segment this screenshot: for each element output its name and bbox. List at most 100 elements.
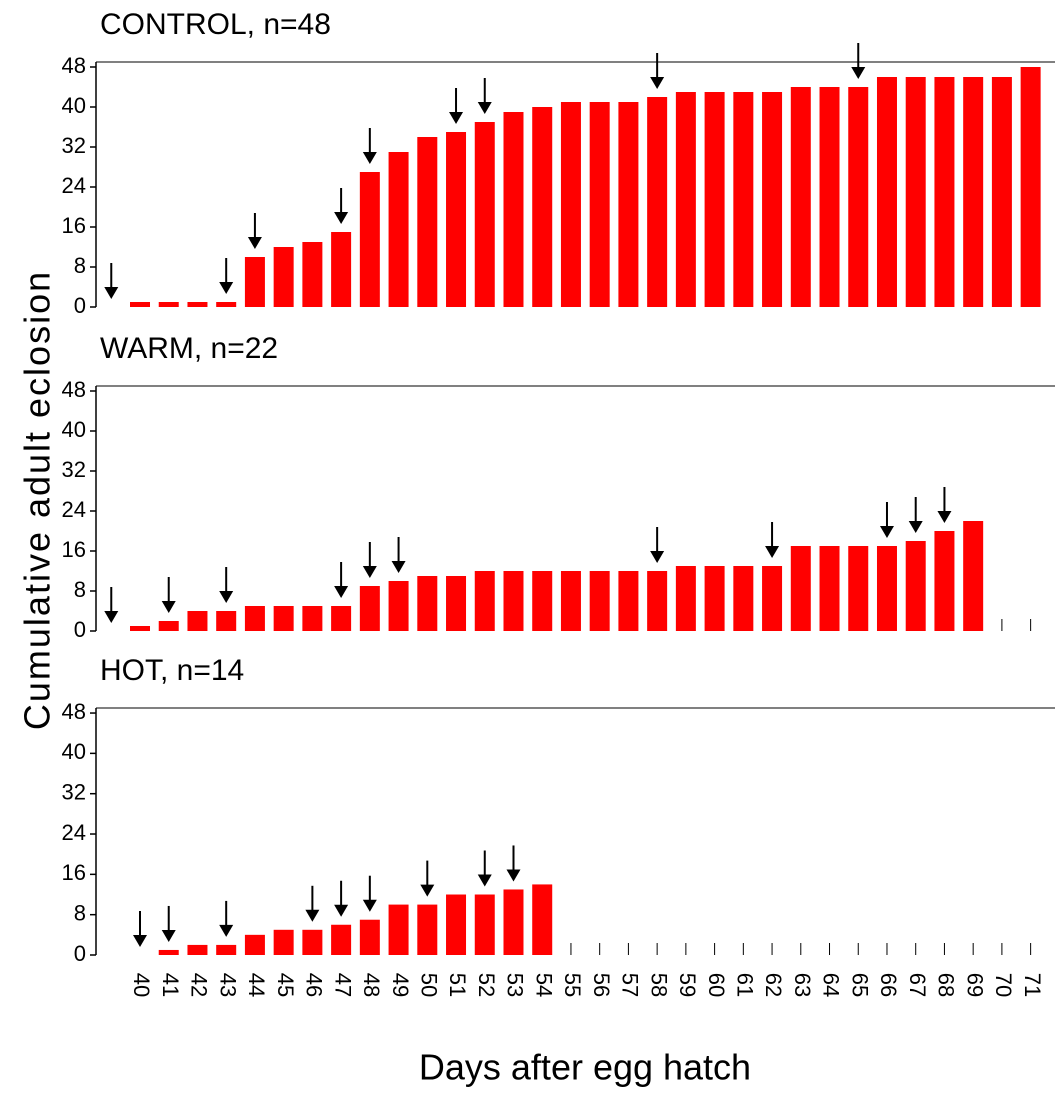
x-tick-label: 50: [416, 973, 441, 997]
bar: [359, 172, 380, 307]
x-tick-label: 69: [962, 973, 987, 997]
bar: [963, 77, 984, 307]
bar: [704, 92, 725, 307]
bar: [503, 571, 524, 631]
bar: [819, 546, 840, 631]
y-tick-label: 0: [74, 941, 86, 966]
arrow: [650, 53, 665, 89]
arrow-head: [362, 152, 377, 164]
x-tick-label: 53: [503, 973, 528, 997]
arrow: [161, 577, 176, 613]
arrow-head: [362, 566, 377, 578]
y-tick-label: 48: [62, 699, 86, 724]
y-tick-label: 8: [74, 253, 86, 278]
bar: [762, 92, 783, 307]
bar: [446, 132, 467, 307]
y-axis-label: Cumulative adult eclosion: [17, 270, 58, 730]
arrow-head: [104, 611, 119, 623]
x-tick-label: 60: [704, 973, 729, 997]
bar: [905, 77, 926, 307]
arrow-head: [650, 551, 665, 563]
y-tick-label: 24: [62, 497, 86, 522]
bar: [876, 77, 897, 307]
x-tick-label: 66: [876, 973, 901, 997]
y-tick-label: 16: [62, 537, 86, 562]
x-tick-label: 61: [733, 973, 758, 997]
x-tick-label: 51: [445, 973, 470, 997]
bar: [187, 611, 208, 631]
panel-title: HOT, n=14: [100, 654, 244, 687]
x-tick-label: 65: [847, 973, 872, 997]
x-tick-label: 67: [905, 973, 930, 997]
bar: [733, 92, 754, 307]
x-tick-label: 46: [302, 973, 327, 997]
y-tick-label: 8: [74, 577, 86, 602]
bar: [130, 302, 150, 307]
bar: [934, 531, 955, 631]
bar: [331, 232, 352, 307]
y-tick-label: 24: [62, 173, 86, 198]
arrow: [879, 502, 894, 538]
bar: [905, 541, 926, 631]
arrow: [362, 875, 377, 912]
panel-title: WARM, n=22: [100, 332, 278, 365]
x-tick-label: 47: [330, 973, 355, 997]
bar: [589, 102, 610, 307]
bar: [790, 546, 811, 631]
arrow-head: [506, 869, 521, 882]
bar: [417, 904, 438, 955]
bar: [1020, 67, 1041, 307]
bar: [158, 302, 179, 307]
arrow: [937, 487, 952, 523]
bar: [848, 87, 869, 307]
arrow: [334, 188, 349, 224]
arrow-head: [908, 521, 923, 533]
arrow-head: [161, 929, 176, 942]
x-tick-label: 57: [618, 973, 643, 997]
bar: [359, 586, 380, 631]
arrow: [391, 537, 406, 573]
bar: [991, 77, 1012, 307]
bar: [216, 944, 237, 955]
x-tick-label: 62: [761, 973, 786, 997]
y-tick-label: 40: [62, 417, 86, 442]
arrow: [104, 587, 119, 623]
bar: [790, 87, 811, 307]
arrow-head: [133, 935, 147, 947]
y-tick-label: 0: [74, 293, 86, 318]
bar: [503, 112, 524, 307]
arrow-head: [449, 112, 464, 124]
bar: [417, 137, 438, 307]
x-tick-label: 63: [790, 973, 815, 997]
bar: [331, 924, 352, 955]
bar: [675, 566, 696, 631]
y-tick-label: 40: [62, 739, 86, 764]
arrow-head: [765, 546, 780, 558]
bar: [819, 87, 840, 307]
arrow: [305, 885, 320, 922]
y-tick-label: 48: [62, 377, 86, 402]
x-tick-label: 59: [675, 973, 700, 997]
bar: [216, 611, 237, 631]
x-tick-label: 70: [991, 973, 1016, 997]
arrow: [650, 527, 665, 563]
x-tick-label: 43: [215, 973, 240, 997]
arrow: [247, 213, 262, 249]
arrow-head: [305, 909, 320, 922]
arrow-head: [420, 884, 435, 897]
arrow: [908, 497, 923, 533]
bar: [273, 929, 294, 955]
arrow-head: [650, 77, 665, 89]
bar: [560, 102, 581, 307]
bar: [273, 606, 294, 631]
arrow: [420, 860, 435, 897]
y-tick-label: 32: [62, 780, 86, 805]
x-tick-label: 45: [273, 973, 298, 997]
bar: [532, 107, 553, 307]
arrow-head: [851, 67, 866, 79]
bar: [244, 606, 265, 631]
arrow: [477, 78, 492, 114]
x-tick-label: 48: [359, 973, 384, 997]
arrow-head: [334, 586, 349, 598]
